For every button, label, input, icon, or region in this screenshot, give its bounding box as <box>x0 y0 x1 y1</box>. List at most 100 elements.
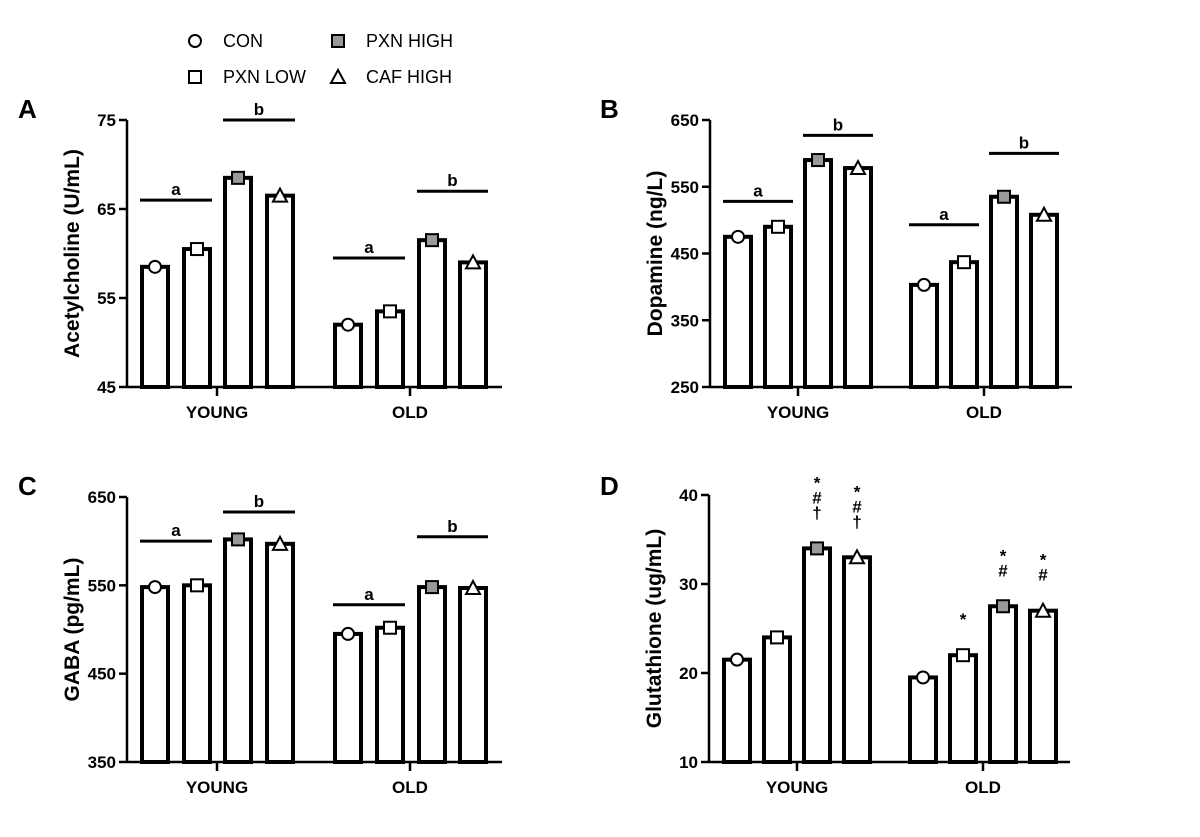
y-axis-label: Acetylcholine (U/mL) <box>61 149 84 358</box>
legend-label: PXN LOW <box>223 67 306 87</box>
y-tick-label: 350 <box>88 753 116 772</box>
x-tick-label: OLD <box>965 778 1001 797</box>
bar-mean-marker <box>231 532 245 547</box>
bar-mean-marker <box>956 648 970 663</box>
bar-mean-marker <box>848 548 866 565</box>
bar-mean-marker <box>810 541 824 556</box>
y-tick-label: 45 <box>97 378 116 397</box>
bar-mean-marker <box>383 620 397 635</box>
bar-mean-marker <box>770 630 784 645</box>
y-tick-label: 250 <box>671 378 699 397</box>
bar <box>1029 212 1059 389</box>
bar <box>842 555 872 764</box>
bar <box>265 193 295 389</box>
y-tick-label: 550 <box>88 576 116 595</box>
legend-marker-pxn-low <box>188 70 202 84</box>
legend-marker-pxn-high <box>331 34 345 48</box>
panel-b: B Dopamine (ng/L) YOUNG OLD 250 350 450 550 650 a… <box>600 94 1072 422</box>
bar <box>265 541 295 764</box>
panels: A Acetylcholine (U/mL) YOUNG OLD 45 55 65 75 a b a… <box>18 94 1072 797</box>
significance-symbol: * <box>1000 546 1007 565</box>
bar <box>909 282 939 389</box>
bar <box>458 260 488 389</box>
bar <box>458 585 488 764</box>
bar-mean-marker <box>231 170 245 185</box>
bar-mean-marker <box>849 158 867 176</box>
bar <box>988 604 1018 764</box>
x-tick-label: YOUNG <box>766 778 828 797</box>
legend-label: CAF HIGH <box>366 67 452 87</box>
bar-mean-marker <box>464 578 482 595</box>
x-tick-label: OLD <box>966 403 1002 422</box>
bar <box>333 631 363 765</box>
y-tick-label: 40 <box>679 486 698 505</box>
bar <box>140 264 170 390</box>
bar-mean-marker <box>271 186 289 203</box>
x-tick-label: YOUNG <box>186 403 248 422</box>
bar <box>223 175 253 389</box>
y-tick-label: 65 <box>97 200 116 219</box>
y-tick-label: 10 <box>679 753 698 772</box>
bar <box>803 158 833 389</box>
significance-symbol: † <box>852 512 861 531</box>
bar <box>182 583 212 764</box>
legend-label: CON <box>223 31 263 51</box>
legend-label: PXN HIGH <box>366 31 453 51</box>
y-tick-label: 30 <box>679 575 698 594</box>
legend: CON PXN LOW PXN HIGH CAF HIGH <box>188 31 453 87</box>
significance-label: a <box>171 180 181 199</box>
panel-c: C GABA (pg/mL) YOUNG OLD 350 450 550 650 a b a b <box>18 471 502 797</box>
significance-symbol: * <box>854 482 861 501</box>
significance-symbol: * <box>1040 551 1047 570</box>
x-tick-label: OLD <box>392 403 428 422</box>
y-axis-label: Dopamine (ng/L) <box>644 171 667 337</box>
significance-label: a <box>364 238 374 257</box>
bar-mean-marker <box>916 670 930 685</box>
bar <box>843 166 873 389</box>
bar-mean-marker <box>190 242 204 257</box>
y-axis-label: GABA (pg/mL) <box>61 558 84 702</box>
x-tick-label: YOUNG <box>767 403 829 422</box>
bar-mean-marker <box>341 626 355 641</box>
y-tick-label: 350 <box>671 311 699 330</box>
significance-label: b <box>1019 133 1029 152</box>
legend-marker-caf-high <box>329 67 347 84</box>
panel-letter: A <box>18 94 37 124</box>
bar <box>182 247 212 389</box>
bar-mean-marker <box>811 153 825 168</box>
significance-label: a <box>364 585 374 604</box>
bar-mean-marker <box>1034 601 1052 618</box>
significance-symbol: # <box>812 488 822 507</box>
bar-mean-marker <box>425 580 439 595</box>
bar-mean-marker <box>190 578 204 593</box>
bar <box>908 675 938 765</box>
bar <box>1028 608 1058 765</box>
legend-marker-con <box>188 34 202 48</box>
bar-mean-marker <box>730 652 744 667</box>
significance-label: b <box>254 492 264 511</box>
bar-mean-marker <box>957 255 971 270</box>
panel-letter: D <box>600 471 619 501</box>
panel-letter: C <box>18 471 37 501</box>
bar-mean-marker <box>917 277 931 292</box>
bar-mean-marker <box>464 253 482 270</box>
bar-mean-marker <box>341 317 355 332</box>
significance-label: a <box>939 205 949 224</box>
bar-mean-marker <box>271 534 289 551</box>
significance-symbol: † <box>812 503 821 522</box>
bar <box>763 224 793 389</box>
y-tick-label: 450 <box>88 665 116 684</box>
significance-label: b <box>833 115 843 134</box>
bar <box>333 322 363 390</box>
y-tick-label: 550 <box>671 178 699 197</box>
y-axis-label: Glutathione (ug/mL) <box>643 529 666 728</box>
bar <box>375 309 405 390</box>
bar-mean-marker <box>997 189 1011 204</box>
significance-symbol: * <box>814 473 821 492</box>
bar-mean-marker <box>148 259 162 274</box>
x-tick-label: YOUNG <box>186 778 248 797</box>
significance-label: b <box>447 171 457 190</box>
bar <box>802 546 832 765</box>
